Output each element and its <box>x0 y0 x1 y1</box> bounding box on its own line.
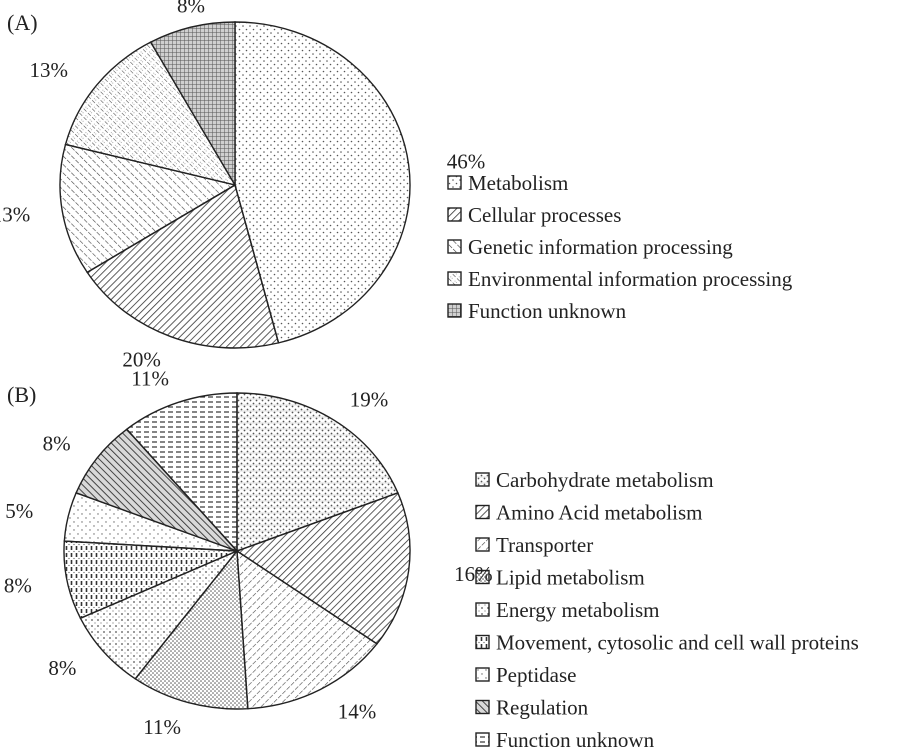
legend-swatch <box>475 472 490 487</box>
legend-swatch <box>475 537 490 552</box>
legend-swatch <box>475 634 490 650</box>
percent-label: 11% <box>131 367 169 391</box>
pie-b-legend: Carbohydrate metabolism Amino Acid metabo… <box>475 468 859 752</box>
percent-label: 13% <box>30 58 69 82</box>
pie-slice <box>235 491 411 645</box>
pie-b-slices <box>63 392 411 710</box>
pie-slice <box>234 21 411 344</box>
pie-slice <box>236 549 378 710</box>
panel-label-a: (A) <box>7 10 38 35</box>
legend-label: Function unknown <box>468 299 627 323</box>
pie-chart-a: (A) 46% 20% 13% 13% 8% Metabolism Cellular pr… <box>0 0 793 371</box>
percent-label: 11% <box>143 715 181 739</box>
legend-label: Movement, cytosolic and cell wall protei… <box>496 631 859 655</box>
pie-b-percent-labels: 19%16%14%11%8%8%5%8%11% <box>4 367 493 739</box>
legend-label: Regulation <box>496 696 589 720</box>
legend-label: Carbohydrate metabolism <box>496 468 714 492</box>
pie-a-percent-labels: 46% 20% 13% 13% 8% <box>0 0 485 371</box>
pie-chart-b: (B) 19%16%14%11%8%8%5%8%11% Carbohydrate… <box>4 367 859 752</box>
legend-label: Lipid metabolism <box>496 566 645 590</box>
percent-label: 5% <box>5 499 33 523</box>
legend-swatch <box>447 303 462 318</box>
pie-slice <box>125 392 238 553</box>
pie-slice <box>59 143 237 274</box>
pie-slice <box>86 183 280 349</box>
legend-label: Function unknown <box>496 728 655 752</box>
legend-swatch <box>447 239 462 254</box>
legend-label: Cellular processes <box>468 203 621 227</box>
legend-swatch <box>447 271 462 286</box>
percent-label: 13% <box>0 202 30 226</box>
legend-label: Peptidase <box>496 663 576 687</box>
pie-slice <box>149 21 236 188</box>
legend-swatch <box>475 732 490 747</box>
legend-label: Genetic information processing <box>468 235 733 259</box>
percent-label: 8% <box>48 656 76 680</box>
legend-swatch <box>475 699 490 715</box>
percent-label: 19% <box>350 387 389 411</box>
legend-label: Environmental information processing <box>468 267 793 291</box>
pie-a-slices <box>59 21 411 349</box>
legend-swatch <box>447 207 462 222</box>
legend-swatch <box>475 602 490 617</box>
legend-label: Metabolism <box>468 171 568 195</box>
legend-label: Energy metabolism <box>496 598 660 622</box>
legend-swatch <box>475 667 490 682</box>
pie-slice <box>134 549 249 710</box>
percent-label: 46% <box>447 150 486 174</box>
percent-label: 8% <box>4 573 32 597</box>
legend-swatch <box>475 569 490 585</box>
legend-swatch <box>475 504 490 520</box>
legend-swatch <box>447 175 462 190</box>
pie-slice <box>64 41 237 187</box>
percent-label: 8% <box>177 0 205 17</box>
percent-label: 20% <box>122 347 161 371</box>
legend-label: Transporter <box>496 533 593 557</box>
panel-label-b: (B) <box>7 382 36 407</box>
percent-label: 14% <box>338 700 377 724</box>
pie-slice <box>236 392 399 552</box>
percent-label: 8% <box>43 431 71 455</box>
legend-label: Amino Acid metabolism <box>496 501 702 525</box>
pie-a-legend: Metabolism Cellular processes Genetic info… <box>447 171 793 323</box>
